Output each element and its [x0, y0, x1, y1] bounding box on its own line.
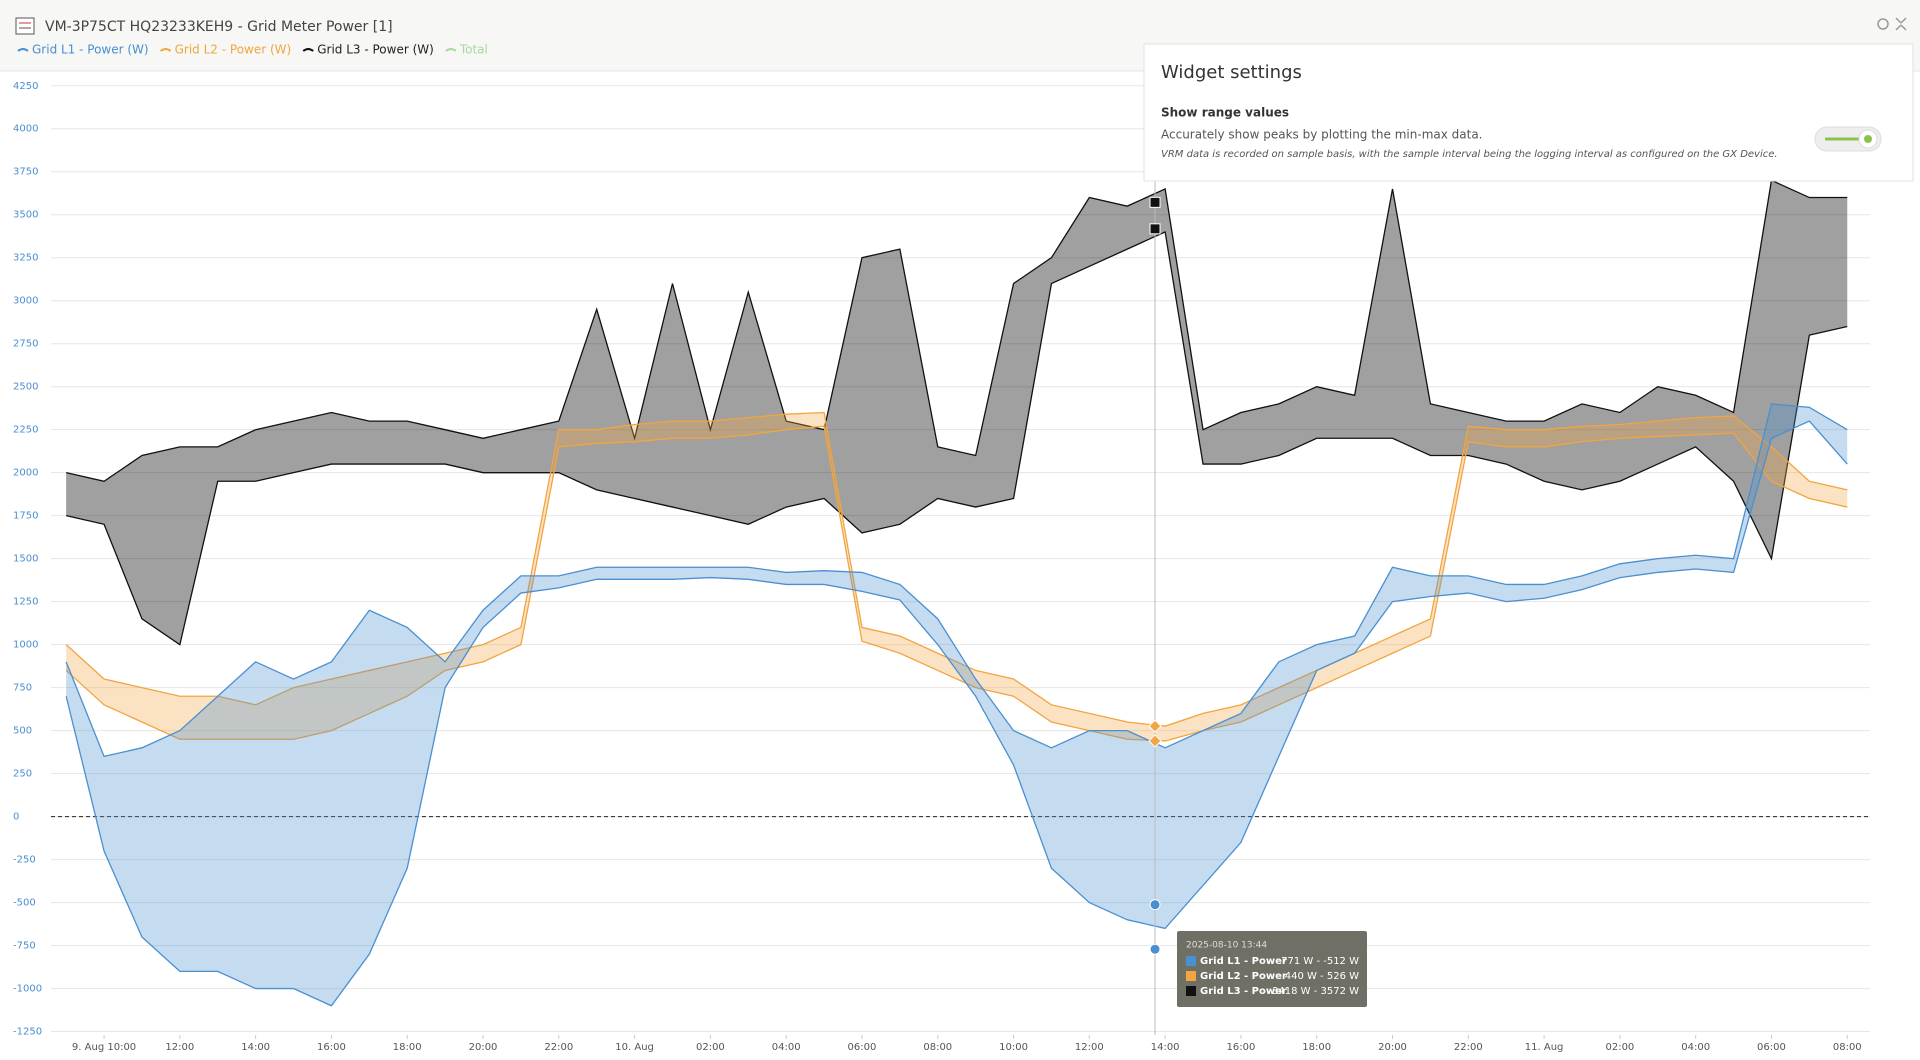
range-area [66, 180, 1848, 645]
tooltip-name: Grid L2 - Power [1200, 971, 1287, 982]
y-tick-label: 750 [13, 683, 32, 694]
x-tick-label: 12:00 [1075, 1042, 1104, 1053]
plot: -1250 -1000 -750 -500 -250 0 250 500 750 1000 1250… [13, 72, 1870, 1053]
widget-icon [15, 17, 35, 35]
range-line [65, 420, 1848, 1007]
y-tick-label: 1250 [13, 597, 38, 608]
x-tick-label: 11. Aug [1525, 1042, 1564, 1053]
tooltip-marker [1149, 223, 1161, 235]
tooltip: 2025-08-10 13:44 Grid L1 - Power-771 W - … [1177, 931, 1367, 1007]
y-tick-label: 2000 [13, 468, 38, 479]
settings-icon[interactable] [1877, 18, 1889, 30]
y-tick-label: 1000 [13, 640, 38, 651]
x-tick-label: 06:00 [848, 1042, 877, 1053]
y-tick-label: -750 [13, 941, 36, 952]
x-tick-label: 22:00 [544, 1042, 573, 1053]
range-area [66, 403, 1848, 1006]
panel-title: Widget settings [1161, 62, 1302, 83]
tooltip-title: 2025-08-10 13:44 [1186, 941, 1267, 951]
x-tick-label: 08:00 [923, 1042, 952, 1053]
range-area [66, 412, 1848, 741]
tooltip-marker [1148, 719, 1162, 733]
tooltip-marker [1149, 899, 1161, 911]
tooltip-swatch [1186, 971, 1196, 981]
y-tick-label: 3250 [13, 253, 38, 264]
x-tick-label: 9. Aug 10:00 [72, 1042, 136, 1053]
collapse-icon[interactable] [1895, 17, 1907, 31]
legend-symbol [17, 48, 29, 52]
x-tick-label: 02:00 [1605, 1042, 1634, 1053]
y-tick-label: 4250 [13, 81, 38, 92]
tooltip-swatch [1186, 956, 1196, 966]
x-tick-label: 18:00 [1302, 1042, 1331, 1053]
range-line [66, 179, 1848, 482]
y-tick-label: -1000 [13, 984, 42, 995]
widget-settings-panel: Widget settings Show range values Accura… [1143, 43, 1914, 182]
range-line [65, 425, 1848, 742]
toggle-dot [1864, 135, 1872, 143]
y-tick-label: 1750 [13, 511, 38, 522]
x-tick-label: 08:00 [1833, 1042, 1862, 1053]
x-tick-label: 12:00 [165, 1042, 194, 1053]
x-tick-label: 20:00 [1378, 1042, 1407, 1053]
tooltip-marker [1148, 734, 1162, 748]
legend-symbol [445, 48, 457, 52]
tooltip-value: -771 W - -512 W [1278, 956, 1360, 967]
x-tick-label: 06:00 [1757, 1042, 1786, 1053]
x-tick-label: 16:00 [317, 1042, 346, 1053]
panel-box [1143, 43, 1914, 182]
y-tick-label: -500 [13, 898, 36, 909]
legend-symbol [159, 48, 172, 52]
y-tick-label: 2500 [13, 382, 38, 393]
x-tick-label: 10:00 [999, 1042, 1028, 1053]
toggle[interactable] [1814, 126, 1882, 152]
x-tick-label: 04:00 [1681, 1042, 1710, 1053]
y-tick-label: 1500 [13, 554, 38, 565]
option-description: Accurately show peaks by plotting the mi… [1161, 128, 1483, 142]
x-tick-label: 10. Aug [615, 1042, 654, 1053]
tooltip-marker [1149, 943, 1161, 955]
y-tick-label: -1250 [13, 1027, 42, 1038]
y-tick-label: 4000 [13, 124, 38, 135]
tooltip-name: Grid L1 - Power [1200, 956, 1287, 967]
tooltip-box [1177, 931, 1367, 1007]
x-tick-label: 20:00 [469, 1042, 498, 1053]
x-tick-label: 18:00 [393, 1042, 422, 1053]
option-note: VRM data is recorded on sample basis, wi… [1161, 149, 1778, 160]
y-tick-label: 3000 [13, 296, 38, 307]
y-tick-label: 250 [13, 769, 32, 780]
tooltip-marker [1149, 196, 1161, 208]
range-line [65, 411, 1848, 727]
legend-symbol [302, 48, 314, 52]
x-tick-label: 16:00 [1227, 1042, 1256, 1053]
legend-label[interactable]: Grid L3 - Power (W) [317, 43, 434, 57]
range-line [66, 230, 1848, 646]
widget-title: VM-3P75CT HQ23233KEH9 - Grid Meter Power… [45, 19, 393, 35]
tooltip-name: Grid L3 - Power [1200, 986, 1287, 997]
legend: Grid L1 - Power (W) Grid L2 - Power (W) Gr… [17, 43, 488, 57]
y-tick-label: 500 [13, 726, 32, 737]
legend-label[interactable]: Total [459, 43, 488, 57]
tooltip-value: 3418 W - 3572 W [1272, 986, 1359, 997]
x-tick-label: 22:00 [1454, 1042, 1483, 1053]
y-tick-label: 0 [13, 812, 19, 823]
y-tick-label: -250 [13, 855, 36, 866]
tooltip-swatch [1186, 986, 1196, 996]
range-line [65, 403, 1848, 758]
legend-label[interactable]: Grid L1 - Power (W) [32, 43, 149, 57]
y-tick-label: 2750 [13, 339, 38, 350]
x-tick-label: 04:00 [772, 1042, 801, 1053]
y-tick-label: 3750 [13, 167, 38, 178]
x-tick-label: 14:00 [241, 1042, 270, 1053]
option-title: Show range values [1161, 106, 1289, 120]
y-tick-label: 3500 [13, 210, 38, 221]
legend-label[interactable]: Grid L2 - Power (W) [175, 43, 292, 57]
x-tick-label: 14:00 [1151, 1042, 1180, 1053]
y-tick-label: 2250 [13, 425, 38, 436]
x-tick-label: 02:00 [696, 1042, 725, 1053]
tooltip-value: 440 W - 526 W [1285, 971, 1359, 982]
